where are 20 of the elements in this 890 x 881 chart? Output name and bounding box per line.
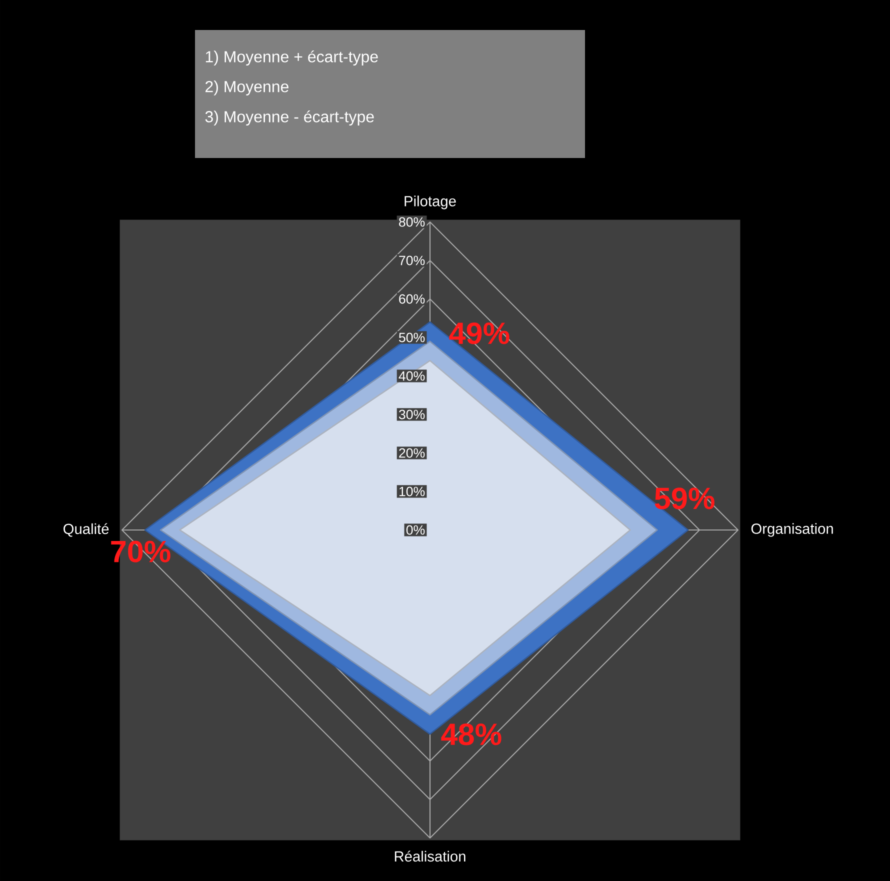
text: 1) Moyenne + écart-type xyxy=(206,50,378,66)
data-label: 49% xyxy=(449,322,510,344)
spoke-label: Qualité xyxy=(64,523,109,537)
data-label: 70% xyxy=(111,540,170,562)
y-tick-label: 50% xyxy=(398,332,425,342)
data-label: 48% xyxy=(441,723,502,746)
spoke-label: Pilotage xyxy=(404,196,456,210)
y-tick-label: 40% xyxy=(398,371,425,381)
y-tick-label: 20% xyxy=(399,448,425,458)
y-tick-label: 60% xyxy=(399,294,425,304)
spoke-label: Réalisation xyxy=(394,850,466,862)
y-tick-label: 0% xyxy=(406,525,425,535)
text: 3) Moyenne - écart-type xyxy=(205,110,374,126)
data-label: 59% xyxy=(654,488,714,510)
y-tick-label: 80% xyxy=(399,217,425,227)
y-tick-label: 10% xyxy=(399,486,425,496)
y-tick-label: 70% xyxy=(399,256,425,266)
text: 2) Moyenne xyxy=(206,80,288,96)
y-tick-label: 30% xyxy=(398,410,425,420)
spoke-label: Organisation xyxy=(751,523,833,537)
